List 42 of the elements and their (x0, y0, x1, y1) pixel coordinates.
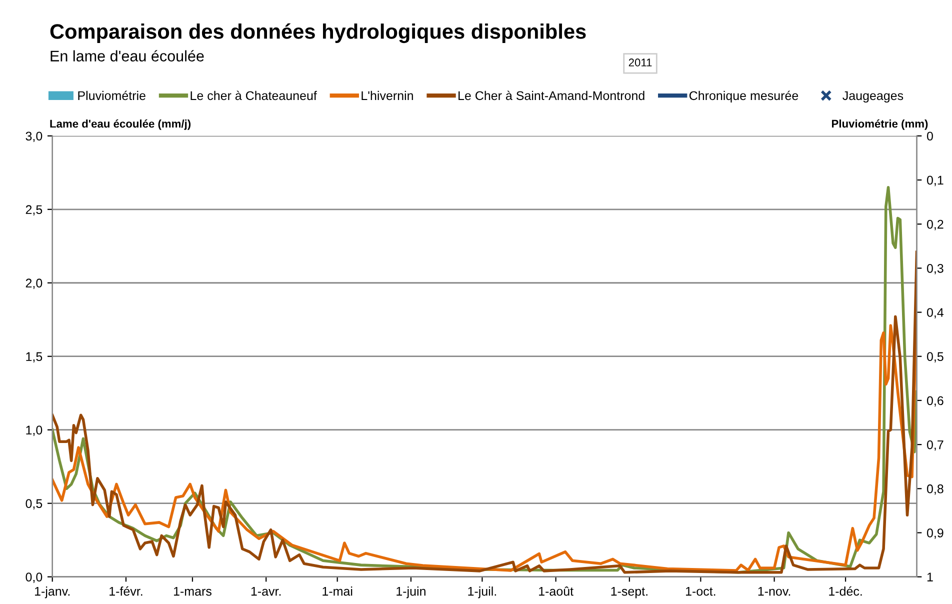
x-tick-label: 1-déc. (829, 586, 862, 596)
x-tick-label: 1-janv. (35, 586, 70, 598)
legend-label: Chronique mesurée (689, 90, 798, 103)
y-tick-label: 0,5 (26, 499, 42, 510)
y-axis-title: Lame d'eau écoulée (mm/j) (50, 119, 191, 130)
y-tick-label: 2,0 (26, 278, 42, 289)
y2-tick-label: 0,9 (926, 528, 944, 539)
x-tick-label: 1-nov. (758, 587, 790, 596)
line-series (52, 250, 917, 574)
legend-label: L'hivernin (362, 90, 413, 100)
y2-tick-label: 0,5 (926, 352, 944, 362)
x-tick-label: 1-mars (174, 587, 212, 596)
legend-label: Pluviométrie (78, 90, 146, 100)
y2-tick-label: 0,4 (926, 308, 944, 318)
legend-label: Le cher à Chateauneuf (190, 90, 317, 100)
y2-tick-label: 0,3 (926, 264, 944, 274)
x-tick-label: 1-août (539, 586, 574, 596)
x-tick-label: 1-mai (322, 586, 352, 596)
x-tick-label: 1-févr. (110, 586, 142, 596)
y-tick-label: 1,0 (26, 426, 42, 436)
y2-tick-label: 0 (926, 132, 933, 141)
y-tick-label: 2,5 (26, 205, 42, 216)
x-tick-label: 1-sept. (611, 587, 648, 598)
x-tick-label: 1-avr. (251, 587, 281, 596)
x-tick-label: 1-juin (396, 586, 426, 598)
y2-tick-label: 0,6 (926, 396, 944, 407)
text: 2011 (628, 58, 652, 66)
x-tick-label: 1-oct. (686, 587, 716, 596)
y-tick-label: 0,0 (26, 572, 42, 583)
y2-tick-label: 0,8 (926, 484, 944, 495)
chart-subtitle: En lame d'eau écoulée (50, 50, 204, 62)
y2-tick-label: 0,7 (926, 440, 944, 451)
y2-tick-label: 0,1 (926, 176, 944, 186)
chart-title: Comparaison des données hydrologiques disponibles (50, 23, 586, 44)
y-tick-label: 3,0 (26, 132, 42, 142)
legend-label: Jaugeages (842, 91, 904, 103)
y2-tick-label: 0,2 (926, 220, 944, 230)
y2-axis-title: Pluviométrie (mm) (832, 119, 928, 130)
y-tick-label: 1,5 (26, 352, 42, 362)
x-tick-label: 1-juil. (468, 586, 496, 598)
legend-label: Le Cher à Saint-Amand-Montrond (458, 90, 644, 100)
y2-tick-label: 1 (927, 572, 933, 582)
